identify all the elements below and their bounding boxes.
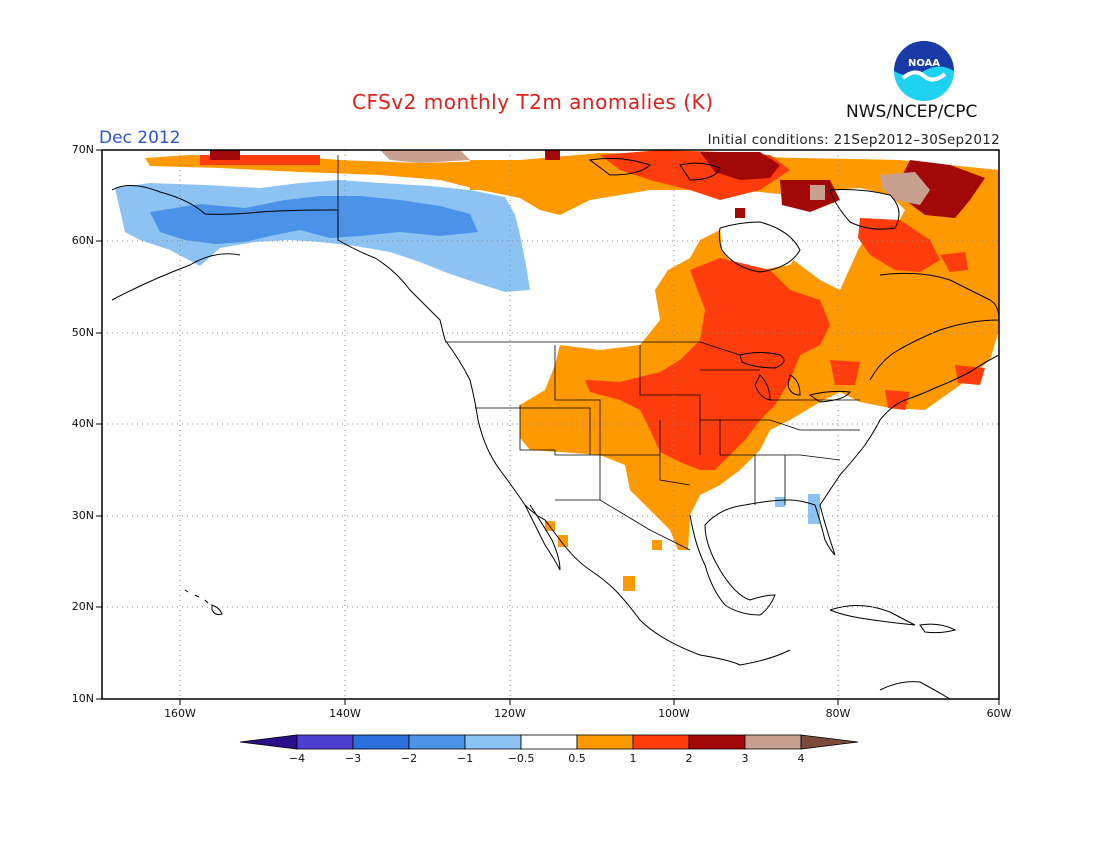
colorbar-swatch: [688, 734, 746, 750]
logo-text: NOAA: [908, 58, 940, 69]
lat-label-50n: 50N: [71, 326, 94, 339]
noaa-logo: NOAA: [893, 40, 955, 102]
lat-label-20n: 20N: [71, 600, 94, 613]
colorbar-arrow-high: [800, 734, 859, 750]
colorbar-arrow-low: [239, 734, 298, 750]
colorbar-swatch: [744, 734, 802, 750]
colorbar-swatch: [296, 734, 354, 750]
lon-label-60w: 60W: [986, 707, 1012, 720]
extreme-warm-anomaly: [380, 150, 930, 205]
colorbar-label: 1: [629, 752, 637, 765]
warm-anomaly-region: [145, 153, 999, 591]
lat-label-60n: 60N: [71, 234, 94, 247]
colorbar-label: 3: [741, 752, 749, 765]
organization-label: NWS/NCEP/CPC: [846, 102, 978, 122]
initial-conditions: Initial conditions: 21Sep2012–30Sep2012: [707, 132, 1000, 148]
colorbar-swatch: [520, 734, 578, 750]
colorbar-label: 0.5: [568, 752, 586, 765]
colorbar-label: −0.5: [507, 752, 535, 765]
colorbar-label: 4: [797, 752, 805, 765]
colorbar-label: −1: [456, 752, 474, 765]
colorbar-label: −3: [344, 752, 362, 765]
colorbar-label: −2: [400, 752, 418, 765]
lat-label-30n: 30N: [71, 509, 94, 522]
valid-month: Dec 2012: [99, 128, 181, 148]
lon-label-100w: 100W: [658, 707, 690, 720]
colorbar-swatch: [464, 734, 522, 750]
colorbar-swatch: [576, 734, 634, 750]
lat-label-10n: 10N: [71, 692, 94, 705]
colorbar-swatch: [632, 734, 690, 750]
colorbar: [239, 734, 859, 750]
colorbar-swatch: [352, 734, 410, 750]
map-title: CFSv2 monthly T2m anomalies (K): [352, 90, 714, 114]
cold-anomaly-region: [115, 180, 820, 524]
colorbar-label: 2: [685, 752, 693, 765]
lon-label-140w: 140W: [329, 707, 361, 720]
lat-label-70n: 70N: [71, 143, 94, 156]
lon-label-160w: 160W: [164, 707, 196, 720]
borders: [337, 155, 860, 551]
colorbar-swatch: [408, 734, 466, 750]
lat-label-40n: 40N: [71, 417, 94, 430]
lon-label-120w: 120W: [494, 707, 526, 720]
very-warm-anomaly: [210, 150, 985, 218]
colorbar-label: −4: [288, 752, 306, 765]
lon-label-80w: 80W: [825, 707, 851, 720]
